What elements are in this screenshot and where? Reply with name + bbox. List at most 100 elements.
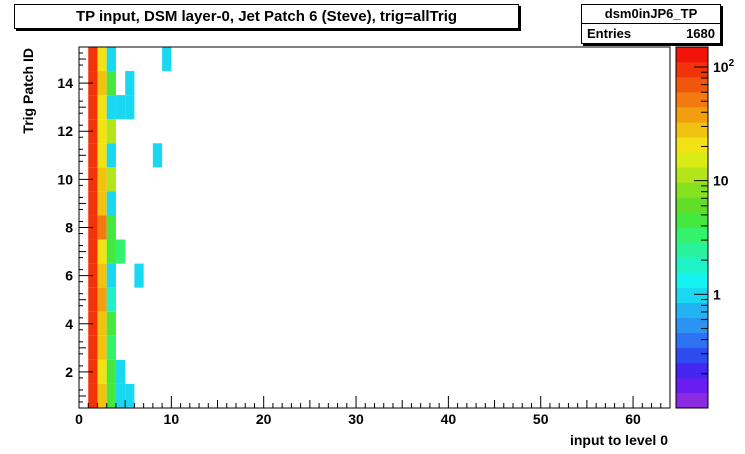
- heatmap-cell: [106, 191, 116, 216]
- heatmap-cell: [88, 383, 98, 408]
- y-tick-label: 14: [57, 75, 73, 91]
- color-palette: [676, 47, 708, 409]
- palette-segment: [676, 302, 708, 319]
- palette-segment: [676, 242, 708, 258]
- x-tick-label: 60: [625, 411, 641, 427]
- palette-segment: [676, 62, 708, 78]
- palette-segment: [676, 167, 708, 183]
- z-tick-label: 1: [713, 286, 721, 302]
- palette-segment: [676, 287, 708, 304]
- heatmap-cell: [97, 119, 107, 144]
- x-tick-label: 50: [533, 411, 549, 427]
- x-tick-label: 30: [348, 411, 364, 427]
- heatmap-cell: [106, 311, 116, 336]
- heatmap-cell: [106, 47, 116, 72]
- palette-segment: [676, 77, 708, 93]
- palette-segment: [676, 272, 708, 288]
- palette-segment: [676, 392, 708, 409]
- palette-segment: [676, 377, 708, 394]
- heatmap-cell: [97, 239, 107, 264]
- palette-segment: [676, 317, 708, 334]
- heatmap-cell: [97, 47, 107, 72]
- x-tick-label: 0: [75, 411, 83, 427]
- palette-segment: [676, 122, 708, 138]
- x-axis-label: input to level 0: [570, 432, 668, 448]
- y-tick-label: 12: [57, 123, 73, 139]
- z-tick-label: 10: [713, 173, 729, 189]
- y-axis-ticks: 2 4 6 8 10 12 14: [57, 52, 93, 403]
- x-tick-label: 40: [441, 411, 457, 427]
- palette-segment: [676, 362, 708, 379]
- heatmap-cell: [97, 311, 107, 336]
- heatmap-cell: [106, 263, 116, 288]
- heatmap-cell: [125, 383, 135, 408]
- heatmap-cell: [152, 143, 163, 168]
- x-axis-ticks: 0 10 20 30 40 50 60: [75, 396, 671, 427]
- y-tick-label: 2: [65, 364, 73, 380]
- palette-segment: [676, 197, 708, 213]
- heatmap-cell: [106, 71, 116, 96]
- heatmap-cell: [125, 71, 135, 96]
- heatmap-cell: [97, 143, 107, 168]
- y-tick-label: 8: [65, 220, 73, 236]
- heatmap-cell: [97, 335, 107, 360]
- palette-segment: [676, 152, 708, 168]
- heatmap-cell: [106, 119, 116, 144]
- x-tick-label: 20: [256, 411, 272, 427]
- heatmap-cell: [106, 143, 116, 168]
- palette-segment: [676, 332, 708, 349]
- z-tick-label: 102: [713, 58, 735, 75]
- y-tick-label: 4: [65, 316, 73, 332]
- heatmap-cell: [134, 263, 144, 288]
- heatmap-cell: [97, 383, 107, 408]
- palette-segment: [676, 92, 708, 108]
- heatmap-cell: [97, 71, 107, 96]
- heatmap-cell: [88, 191, 98, 216]
- heatmap-cell: [106, 383, 116, 408]
- heatmap-cell: [97, 191, 107, 216]
- heatmap-cell: [97, 95, 107, 120]
- heatmap-cells: [88, 47, 172, 408]
- palette-frame: [675, 46, 709, 409]
- heatmap-cell: [115, 95, 126, 120]
- entries-value: 1680: [686, 26, 715, 41]
- heatmap-cell: [106, 359, 116, 384]
- heatmap-cell: [115, 383, 126, 408]
- heatmap-cell: [97, 359, 107, 384]
- heatmap-cell: [88, 239, 98, 264]
- heatmap-cell: [162, 47, 172, 72]
- heatmap-cell: [88, 335, 98, 360]
- heatmap-cell: [88, 47, 98, 72]
- heatmap-cell: [97, 215, 107, 240]
- plot-frame: [78, 46, 671, 409]
- x-tick-label: 10: [164, 411, 180, 427]
- entries-row: Entries 1680: [582, 24, 720, 43]
- palette-segment: [676, 137, 708, 153]
- heatmap-cell: [88, 95, 98, 120]
- palette-segment: [676, 227, 708, 243]
- heatmap-cell: [106, 215, 116, 240]
- palette-segment: [676, 47, 708, 63]
- plot-title: TP input, DSM layer-0, Jet Patch 6 (Stev…: [14, 4, 519, 29]
- palette-segment: [676, 107, 708, 123]
- y-tick-label: 10: [57, 171, 73, 187]
- heatmap-cell: [97, 167, 107, 192]
- heatmap-cell: [115, 359, 126, 384]
- palette-segment: [676, 212, 708, 228]
- y-axis-label: Trig Patch ID: [20, 48, 36, 134]
- histogram-name: dsm0inJP6_TP: [582, 5, 720, 24]
- heatmap-cell: [106, 287, 116, 312]
- heatmap-cell: [106, 239, 116, 264]
- heatmap-cell: [106, 167, 116, 192]
- palette-segment: [676, 182, 708, 198]
- y-tick-label: 6: [65, 268, 73, 284]
- palette-segment: [676, 347, 708, 364]
- heatmap-cell: [88, 143, 98, 168]
- stats-box: dsm0inJP6_TP Entries 1680: [581, 4, 721, 44]
- heatmap-cell: [125, 95, 135, 120]
- entries-label: Entries: [587, 26, 632, 41]
- z-axis-ticks: 1 10 102: [694, 58, 735, 409]
- heatmap-cell: [97, 263, 107, 288]
- palette-segment: [676, 257, 708, 273]
